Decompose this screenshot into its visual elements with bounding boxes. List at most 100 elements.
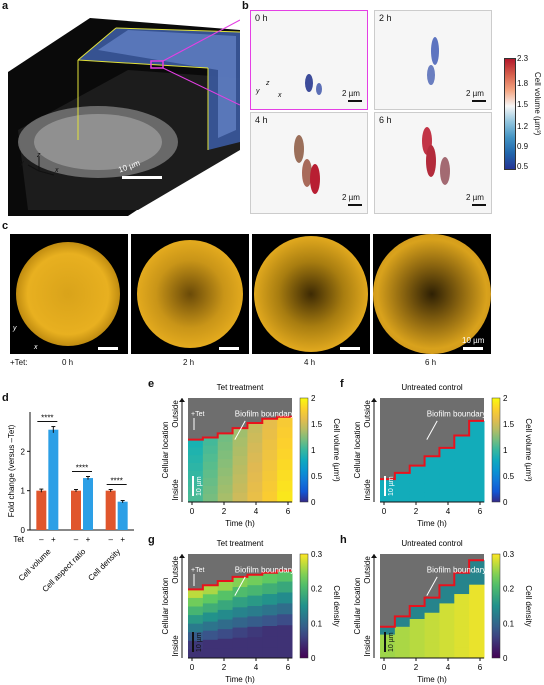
- heatmap-cell: [247, 616, 263, 628]
- heatmap-cell: [394, 487, 411, 492]
- x-tick-label: 0: [190, 507, 195, 516]
- colorbar-tick: 0.2: [311, 585, 323, 594]
- significance-label: ****: [110, 476, 122, 485]
- biofilm-boundary-line: [380, 419, 484, 481]
- heatmap-cell: [454, 477, 470, 486]
- panel-c-time-6h: 6 h: [425, 358, 437, 367]
- heatmap-cell: [380, 634, 396, 639]
- x-axis-label: Time (h): [225, 519, 255, 528]
- heatmap-cell: [424, 612, 440, 621]
- panel-label-e: e: [148, 378, 155, 390]
- x-tick-label: 4: [254, 663, 259, 672]
- heatmap-cell: [277, 647, 293, 659]
- colorbar-tick: 1.5: [503, 420, 515, 429]
- panel-a-3d-render: [8, 10, 240, 216]
- x-tick-label: 6: [286, 663, 291, 672]
- heatmap-title: Tet treatment: [217, 539, 264, 548]
- heatmap-cell: [277, 614, 293, 626]
- scalebar: [384, 632, 386, 652]
- heatmap-cell: [217, 648, 234, 659]
- colorbar-tick: 2: [503, 394, 508, 403]
- heatmap-cell: [262, 460, 278, 472]
- heatmap-cell: [469, 451, 485, 462]
- x-tick-label: 2: [414, 663, 419, 672]
- bar: [71, 490, 81, 530]
- colorbar-tick: 1: [503, 446, 508, 455]
- category-label: Cell volume: [17, 547, 53, 583]
- heatmap-cell: [424, 635, 440, 644]
- heatmap-cell: [439, 603, 455, 613]
- heatmap-cell: [277, 592, 293, 604]
- heatmap-cell: [380, 650, 396, 655]
- heatmap-cell: [232, 428, 248, 438]
- heatmap-cell: [188, 455, 204, 464]
- heatmap-cell: [262, 626, 278, 638]
- colorbar-tick: 0.2: [503, 585, 515, 594]
- x-axis-label: Time (h): [417, 675, 447, 684]
- heatmap-cell: [217, 609, 234, 621]
- panel-b-image-0h: 0 h: [250, 10, 368, 110]
- heatmap-cell: [277, 470, 293, 482]
- panel-b-scalebar-label-4h: 2 µm: [342, 193, 360, 202]
- heatmap-cell: [380, 626, 396, 632]
- heatmap-cell: [469, 621, 485, 635]
- heatmap-cell: [247, 626, 263, 638]
- heatmap-cell: [380, 487, 396, 492]
- bar: [48, 429, 59, 530]
- panel-b-image-6h: 6 h: [374, 112, 492, 214]
- heatmap-cell: [424, 473, 440, 480]
- y-label-inside: Inside: [363, 635, 372, 657]
- bar: [105, 490, 116, 530]
- heatmap-cell: [454, 460, 470, 470]
- panel-b-scalebar-label-6h: 2 µm: [466, 193, 484, 202]
- heatmap-cell: [262, 647, 278, 659]
- y-tick-label: 2: [21, 447, 26, 456]
- heatmap-cell: [277, 427, 293, 439]
- heatmap-cell: [439, 474, 455, 483]
- heatmap-cell: [439, 594, 455, 604]
- panel-c-image-0h: [10, 234, 128, 354]
- heatmap-cell: [409, 619, 426, 626]
- heatmap-cell: [202, 477, 219, 487]
- panel-b-colorbar-tick: 1.2: [517, 122, 529, 131]
- heatmap-cell: [262, 439, 278, 451]
- heatmap-cell: [394, 626, 411, 633]
- panel-b-colorbar-tick: 0.5: [517, 162, 529, 171]
- panel-b-colorbar-tick: 1.5: [517, 100, 529, 109]
- colorbar: [491, 397, 501, 503]
- colorbar-tick: 0: [503, 654, 508, 663]
- y-tick-label: 1: [21, 487, 26, 496]
- colorbar-tick: 2: [311, 394, 316, 403]
- heatmap-cell: [202, 437, 219, 447]
- panel-c-scalebar-0h: [98, 347, 118, 350]
- heatmap-cell: [454, 572, 470, 584]
- heatmap-cell: [424, 597, 440, 606]
- heatmap-cell: [217, 450, 234, 460]
- heatmap-cell: [439, 630, 455, 641]
- heatmap-cell: [232, 647, 248, 659]
- heatmap-cell: [394, 621, 411, 628]
- heatmap-cell: [469, 491, 485, 503]
- heatmap-cell: [469, 645, 485, 659]
- heatmap-title: Untreated control: [401, 383, 463, 392]
- colorbar: [491, 553, 501, 659]
- heatmap-cell: [188, 494, 204, 503]
- heatmap-cell: [439, 481, 455, 489]
- heatmap-cell: [277, 570, 293, 583]
- x-tick-label: 6: [478, 663, 483, 672]
- panel-a-axis-icon: [27, 157, 55, 176]
- heatmap-cell: [202, 621, 219, 632]
- panel-label-a: a: [2, 0, 9, 12]
- heatmap-cell: [454, 626, 470, 638]
- heatmap-cell: [217, 484, 234, 494]
- heatmap-cell: [424, 467, 440, 474]
- panel-label-g: g: [148, 534, 155, 546]
- bar: [36, 490, 47, 530]
- heatmap-cell: [454, 647, 470, 659]
- panel-c-scalebar-2h: [219, 347, 239, 350]
- heatmap-cell: [247, 432, 263, 444]
- colorbar-tick: 0: [311, 654, 316, 663]
- heatmap-cell: [439, 488, 455, 496]
- heatmap-cell: [247, 472, 263, 483]
- heatmap-cell: [232, 474, 248, 485]
